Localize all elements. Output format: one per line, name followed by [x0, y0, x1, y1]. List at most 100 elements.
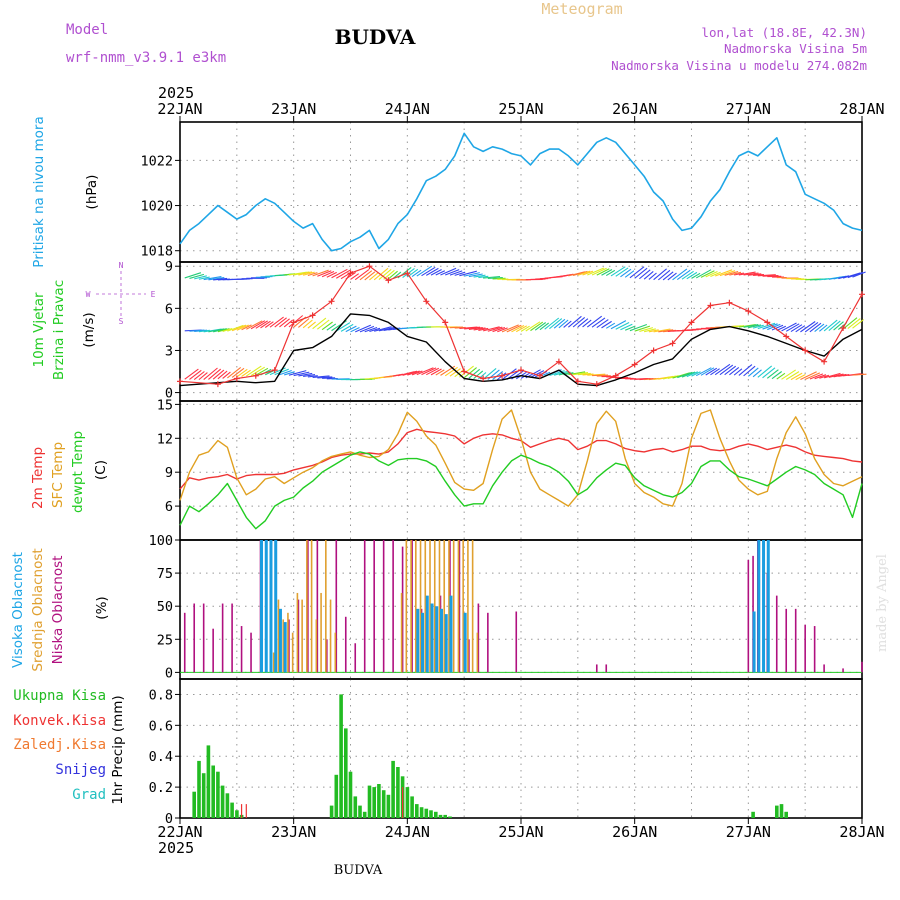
- wind-arrow: [189, 369, 202, 380]
- wind-arrow: [823, 372, 841, 379]
- wind-arrow: [255, 320, 268, 329]
- wind-arrow: [819, 374, 830, 379]
- y-tick-label: 1018: [140, 244, 173, 260]
- wind-arrow: [520, 325, 530, 332]
- wind-arrow: [847, 318, 861, 330]
- wind-arrow: [222, 327, 233, 332]
- wind-arrow: [426, 367, 440, 376]
- wind-arrow: [530, 321, 544, 332]
- wind-arrow: [766, 369, 779, 379]
- gust-marker: [518, 367, 524, 374]
- pressure-line: [179, 132, 863, 252]
- wind-arrow: [842, 317, 858, 330]
- wind-arrow: [444, 366, 458, 377]
- wind-arrow: [307, 375, 318, 378]
- wind-arrow: [492, 370, 504, 381]
- y-tick-label: 9: [165, 465, 173, 481]
- wind-arrow: [643, 270, 654, 280]
- precip-bar-total: [362, 811, 367, 818]
- gust-marker: [442, 319, 449, 326]
- wind-arrow: [454, 326, 466, 329]
- wind-arrow: [549, 370, 565, 377]
- wind-arrow: [331, 268, 348, 279]
- wind-arrow: [781, 369, 797, 380]
- wind-arrow: [738, 323, 756, 328]
- wind-arrow: [587, 373, 606, 376]
- wind-arrow: [733, 368, 743, 376]
- wind-arrow: [298, 318, 310, 328]
- wind-arrow: [819, 324, 828, 332]
- x-tick-label-bottom: 24JAN: [385, 823, 430, 841]
- wind-arrow: [601, 320, 612, 329]
- wind-arrow: [359, 270, 373, 281]
- wind-arrow: [753, 273, 765, 276]
- wind-arrow: [298, 271, 313, 276]
- wind-arrow: [620, 323, 633, 331]
- wind-arrow: [402, 370, 418, 376]
- precip-bar-total: [334, 774, 339, 818]
- wind-arrow: [677, 371, 693, 379]
- wind-arrow: [213, 328, 227, 333]
- wind-arrow: [634, 267, 648, 279]
- wind-arrow: [852, 271, 866, 278]
- wind-arrow: [208, 277, 225, 281]
- wind-arrow: [714, 269, 733, 277]
- precip-bar-total: [391, 760, 395, 818]
- gust-marker: [726, 299, 733, 306]
- x-tick-label-top: 27JAN: [726, 100, 771, 118]
- pressure-unit: (hPa): [84, 175, 100, 210]
- wind-arrow: [492, 326, 506, 333]
- wind-arrow: [605, 322, 616, 329]
- y-tick-label: 6: [165, 301, 173, 317]
- wind-arrow: [454, 271, 466, 276]
- dewpt-line: [179, 451, 863, 530]
- y-tick-label: 0.4: [149, 749, 173, 765]
- wind-arrow: [464, 326, 481, 330]
- watermark: made by Angel: [875, 554, 890, 652]
- panel-pressure: 1018 1020 1022: [140, 121, 863, 263]
- lonlat-label: lon,lat (18.8E, 42.3N): [701, 25, 867, 40]
- wind-arrow: [184, 272, 202, 279]
- wind-arrow: [279, 369, 292, 376]
- wind-arrow: [459, 270, 477, 277]
- wind-arrow: [194, 275, 207, 280]
- wind-arrow: [624, 325, 636, 331]
- wind-arrow: [738, 364, 753, 376]
- wind-arrow: [800, 371, 817, 381]
- wind-arrow: [302, 319, 313, 329]
- wind-arrow: [577, 270, 591, 276]
- precip-bar-total: [353, 796, 358, 818]
- wind-arrow: [312, 269, 329, 277]
- wind-arrow: [676, 269, 691, 280]
- wind-arrow: [681, 371, 696, 378]
- gust-marker: [650, 347, 657, 354]
- wind-ylabel-1: 10m Vjetar: [31, 292, 47, 367]
- gust-marker: [840, 324, 847, 331]
- gust-marker: [536, 372, 543, 379]
- precip-bar-total: [206, 745, 211, 818]
- wind-arrow: [785, 371, 800, 380]
- wind-arrow: [662, 271, 674, 281]
- gust-marker: [404, 270, 411, 277]
- wind-arrow: [501, 324, 519, 333]
- wind-arrow: [350, 327, 360, 333]
- gust-marker: [574, 378, 581, 385]
- x-tick-label-top: 26JAN: [612, 100, 657, 118]
- wind-arrow: [293, 271, 310, 276]
- sfc-temp-line: [179, 409, 863, 507]
- temp-unit: (C): [93, 460, 109, 480]
- gust-marker: [309, 312, 316, 319]
- wind-arrow: [213, 277, 228, 281]
- wind-arrow: [852, 319, 864, 329]
- y-tick-label: 1022: [140, 153, 173, 169]
- y-tick-label: 3: [165, 343, 173, 359]
- gust-marker: [783, 333, 790, 340]
- wind-arrow: [828, 373, 844, 378]
- wind-arrow: [473, 327, 486, 331]
- wind-arrow: [321, 270, 335, 278]
- precip-bar-total: [339, 694, 343, 818]
- gust-marker: [631, 361, 638, 368]
- gust-marker: [593, 381, 600, 388]
- wind-arrow: [193, 371, 205, 381]
- wind-arrow: [823, 319, 838, 332]
